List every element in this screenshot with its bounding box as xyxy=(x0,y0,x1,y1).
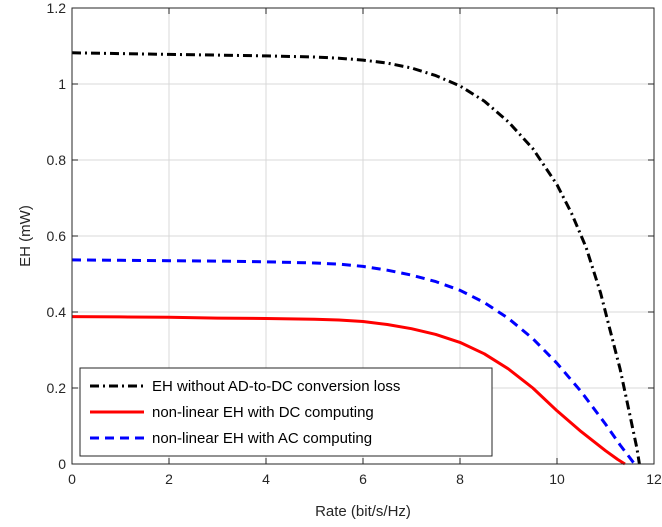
x-tick-label: 12 xyxy=(646,471,662,487)
series-line-1 xyxy=(71,315,626,466)
y-tick-label: 0.6 xyxy=(47,228,67,244)
series-line-0 xyxy=(71,51,641,465)
x-tick-label: 4 xyxy=(262,471,270,487)
y-tick-label: 0.2 xyxy=(47,380,67,396)
y-tick-label: 0 xyxy=(58,456,66,472)
legend: EH without AD-to-DC conversion loss non-l… xyxy=(79,367,493,457)
y-axis-label: EH (mW) xyxy=(17,205,34,267)
x-tick-label: 10 xyxy=(549,471,565,487)
y-tick-label: 0.8 xyxy=(47,152,67,168)
y-tick-label: 0.4 xyxy=(47,304,67,320)
x-tick-label: 6 xyxy=(359,471,367,487)
series-lines xyxy=(71,51,641,466)
x-axis-label: Rate (bit/s/Hz) xyxy=(315,503,411,520)
legend-label-0: EH without AD-to-DC conversion loss xyxy=(152,378,400,395)
y-tick-label: 1 xyxy=(58,76,66,92)
legend-box xyxy=(79,367,493,457)
x-tick-label: 0 xyxy=(68,471,76,487)
y-tick-label: 1.2 xyxy=(47,0,67,16)
legend-label-2: non-linear EH with AC computing xyxy=(152,430,372,447)
legend-label-1: non-linear EH with DC computing xyxy=(152,404,374,421)
series-line-2 xyxy=(71,258,636,465)
x-tick-label: 2 xyxy=(165,471,173,487)
axis-ticks: 0 2 4 6 8 10 12 0 0.2 0.4 0.6 0.8 1 1.2 xyxy=(47,0,662,487)
x-tick-label: 8 xyxy=(456,471,464,487)
